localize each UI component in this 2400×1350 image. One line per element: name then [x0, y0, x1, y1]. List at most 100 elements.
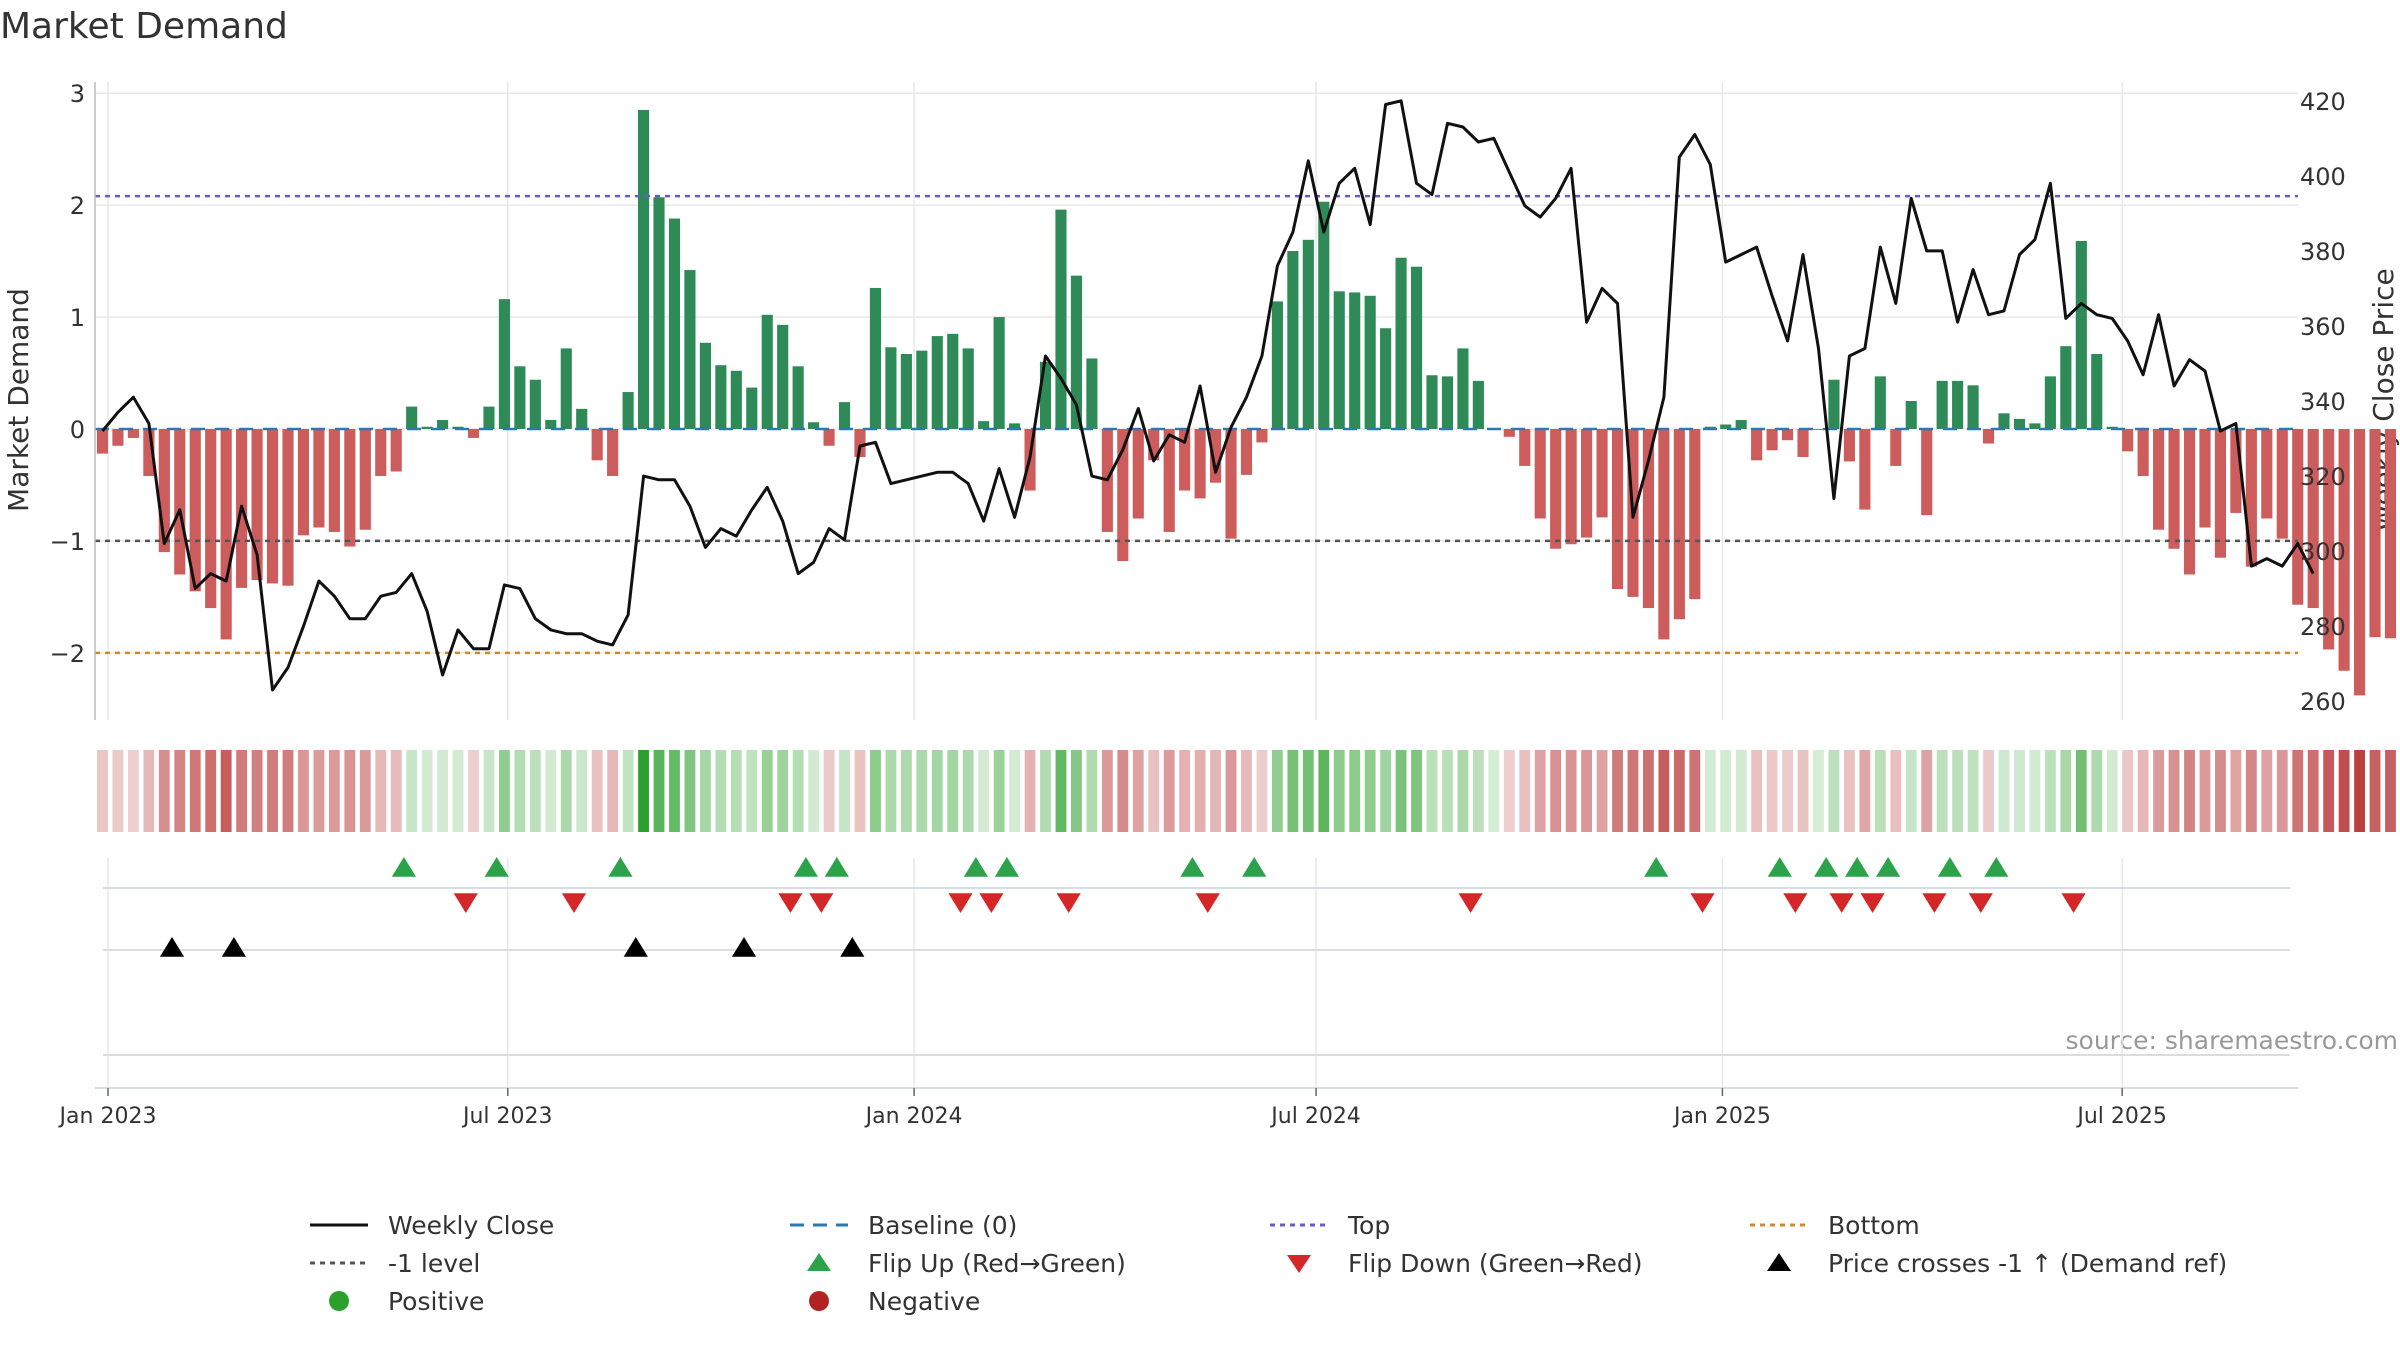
- y-tick-label: 2: [70, 192, 85, 220]
- negative-bar: [823, 428, 835, 446]
- heat-cell-positive: [839, 750, 850, 832]
- heat-cell-negative: [143, 750, 155, 832]
- positive-bar: [993, 317, 1005, 429]
- flip-up-marker: [1845, 857, 1870, 877]
- legend-symbol-top: [1270, 1223, 1328, 1227]
- flip-up-marker: [963, 857, 988, 877]
- heat-cell-positive: [978, 750, 990, 832]
- heat-cell-negative: [1117, 750, 1129, 832]
- positive-bar: [1952, 380, 1964, 429]
- positive-bar: [1472, 380, 1484, 429]
- heat-cell-positive: [1349, 750, 1361, 832]
- heat-cell-negative: [1163, 750, 1175, 832]
- heat-cell-positive: [1874, 750, 1886, 832]
- legend-label: -1 level: [388, 1248, 481, 1278]
- heat-cell-negative: [2307, 750, 2319, 832]
- legend-symbol-bottom: [1750, 1223, 1808, 1227]
- legend-item-top: Top: [1270, 1208, 1390, 1242]
- y-tick-label: −2: [50, 640, 85, 668]
- heat-cell-negative: [1612, 750, 1623, 832]
- legend-symbol-flip_down: [1287, 1255, 1311, 1273]
- reference-levels: [95, 194, 2298, 655]
- flip-up-marker: [484, 857, 509, 877]
- positive-bar: [1039, 361, 1052, 429]
- heat-cell-negative: [2122, 750, 2134, 832]
- x-tick-label: Jul 2024: [1269, 1104, 1361, 1129]
- positive-bar: [2044, 376, 2056, 429]
- heat-cell-negative: [1581, 750, 1593, 832]
- x-tick-label: Jan 2025: [1672, 1104, 1771, 1129]
- heat-cell-positive: [1040, 750, 1051, 832]
- negative-bar: [591, 428, 603, 461]
- negative-bar: [1194, 428, 1206, 499]
- positive-bar: [576, 408, 588, 429]
- negative-bar: [467, 428, 480, 438]
- legend-label: Bottom: [1828, 1210, 1920, 1240]
- flip-down-marker: [1860, 893, 1885, 913]
- negative-bar: [1581, 428, 1593, 538]
- heat-cell-positive: [483, 750, 495, 832]
- heat-cell-negative: [1673, 750, 1685, 832]
- flip-up-marker: [391, 857, 416, 877]
- legend-item-minus1: -1 level: [310, 1246, 480, 1280]
- flip-down-marker: [979, 893, 1004, 913]
- heat-cell-negative: [2369, 750, 2381, 832]
- positive-bar: [1380, 328, 1392, 429]
- heat-cell-negative: [1101, 750, 1113, 832]
- heat-cell-positive: [1472, 750, 1484, 832]
- heat-cell-negative: [1797, 750, 1809, 832]
- heat-cell-positive: [560, 750, 572, 832]
- legend-item-close: Weekly Close: [310, 1208, 554, 1242]
- negative-bar: [282, 428, 294, 586]
- legend-symbol-close: [310, 1223, 368, 1227]
- demand-heat-strip: [97, 750, 2396, 832]
- negative-bar: [1797, 428, 1809, 457]
- negative-bar: [158, 428, 170, 553]
- positive-bar: [885, 347, 897, 429]
- positive-bar: [498, 299, 510, 429]
- flip-down-marker: [809, 893, 834, 913]
- heat-cell-negative: [591, 750, 603, 832]
- heat-cell-positive: [1998, 750, 2010, 832]
- negative-bar: [1225, 428, 1237, 539]
- negative-bar: [189, 428, 201, 592]
- heat-cell-positive: [947, 750, 959, 832]
- positive-bar: [1271, 301, 1283, 429]
- legend-symbol-baseline: [790, 1223, 848, 1227]
- negative-bar: [1240, 428, 1253, 475]
- heat-cell-positive: [576, 750, 588, 832]
- heat-cell-positive: [406, 750, 418, 832]
- positive-bar: [560, 348, 572, 429]
- negative-bar: [1921, 428, 1933, 516]
- flip-down-marker: [1690, 893, 1715, 913]
- heat-cell-positive: [684, 750, 696, 832]
- heat-cell-positive: [931, 750, 943, 832]
- negative-bar: [2230, 428, 2242, 513]
- heat-cell-negative: [1024, 750, 1036, 832]
- weekly-close-line: [101, 99, 2315, 692]
- price-cross-marker: [840, 937, 865, 957]
- heat-cell-negative: [1210, 750, 1221, 832]
- heat-cell-negative: [2276, 750, 2288, 832]
- y2-tick-label: 320: [2300, 463, 2346, 491]
- legend-label: Baseline (0): [868, 1210, 1018, 1240]
- flip-down-marker: [2061, 893, 2086, 913]
- heat-cell-negative: [1751, 750, 1763, 832]
- heat-cell-positive: [1442, 750, 1453, 832]
- heat-cell-positive: [1287, 750, 1299, 832]
- heat-cell-positive: [669, 750, 680, 832]
- heat-cell-negative: [359, 750, 371, 832]
- heat-cell-negative: [1766, 750, 1778, 832]
- negative-bar: [2276, 428, 2288, 539]
- weekly-close-path: [101, 99, 2315, 692]
- y-axis-label: Market Demand: [2, 288, 35, 512]
- negative-bar: [2245, 428, 2257, 567]
- heat-cell-positive: [1318, 750, 1330, 832]
- negative-bar: [1148, 428, 1160, 461]
- negative-bar: [2153, 428, 2165, 530]
- negative-bar: [2199, 428, 2211, 528]
- legend-item-price_cross: Price crosses -1 ↑ (Demand ref): [1750, 1246, 2227, 1280]
- negative-bar: [96, 428, 109, 454]
- positive-bar: [777, 324, 789, 429]
